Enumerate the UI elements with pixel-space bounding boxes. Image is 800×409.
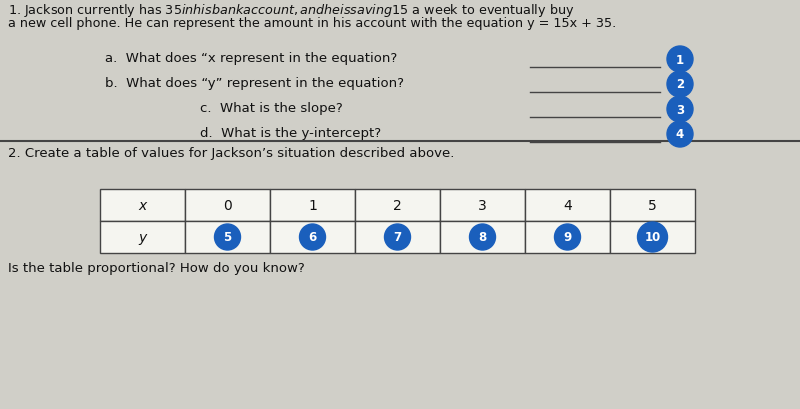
Circle shape bbox=[638, 222, 667, 252]
Text: x: x bbox=[138, 198, 146, 213]
Text: 6: 6 bbox=[308, 231, 317, 244]
Text: 1. Jackson currently has $35 in his bank account, and he is saving $15 a week to: 1. Jackson currently has $35 in his bank… bbox=[8, 2, 574, 19]
Text: 3: 3 bbox=[676, 103, 684, 116]
Text: b.  What does “y” represent in the equation?: b. What does “y” represent in the equati… bbox=[105, 77, 404, 90]
Bar bbox=[525, 221, 610, 254]
Text: 2: 2 bbox=[676, 78, 684, 91]
Text: 2: 2 bbox=[393, 198, 402, 213]
Text: c.  What is the slope?: c. What is the slope? bbox=[200, 102, 342, 115]
Circle shape bbox=[299, 225, 326, 250]
Text: a.  What does “x represent in the equation?: a. What does “x represent in the equatio… bbox=[105, 52, 398, 65]
Text: 5: 5 bbox=[648, 198, 657, 213]
Text: Is the table proportional? How do you know?: Is the table proportional? How do you kn… bbox=[8, 261, 305, 274]
Bar bbox=[270, 189, 355, 221]
Bar bbox=[355, 221, 440, 254]
Text: 7: 7 bbox=[394, 231, 402, 244]
Bar bbox=[100, 189, 185, 221]
Text: 4: 4 bbox=[563, 198, 572, 213]
Circle shape bbox=[667, 72, 693, 98]
Text: 8: 8 bbox=[478, 231, 486, 244]
Bar bbox=[355, 189, 440, 221]
Circle shape bbox=[214, 225, 241, 250]
Circle shape bbox=[667, 122, 693, 148]
Bar bbox=[440, 221, 525, 254]
Text: 3: 3 bbox=[478, 198, 487, 213]
Bar bbox=[440, 189, 525, 221]
Text: 4: 4 bbox=[676, 128, 684, 141]
Circle shape bbox=[667, 47, 693, 73]
Bar bbox=[185, 189, 270, 221]
Text: 0: 0 bbox=[223, 198, 232, 213]
Text: 5: 5 bbox=[223, 231, 232, 244]
Text: y: y bbox=[138, 230, 146, 245]
Circle shape bbox=[385, 225, 410, 250]
Text: a new cell phone. He can represent the amount in his account with the equation y: a new cell phone. He can represent the a… bbox=[8, 17, 616, 30]
Text: 10: 10 bbox=[644, 231, 661, 244]
Bar bbox=[610, 221, 695, 254]
Bar bbox=[610, 189, 695, 221]
Bar bbox=[100, 221, 185, 254]
Bar bbox=[525, 189, 610, 221]
Circle shape bbox=[554, 225, 581, 250]
Circle shape bbox=[470, 225, 495, 250]
Circle shape bbox=[667, 97, 693, 123]
Text: 1: 1 bbox=[308, 198, 317, 213]
Text: d.  What is the y-intercept?: d. What is the y-intercept? bbox=[200, 127, 381, 139]
Text: 1: 1 bbox=[676, 53, 684, 66]
Text: 2. Create a table of values for Jackson’s situation described above.: 2. Create a table of values for Jackson’… bbox=[8, 147, 454, 160]
Bar bbox=[270, 221, 355, 254]
Text: 9: 9 bbox=[563, 231, 572, 244]
Bar bbox=[185, 221, 270, 254]
